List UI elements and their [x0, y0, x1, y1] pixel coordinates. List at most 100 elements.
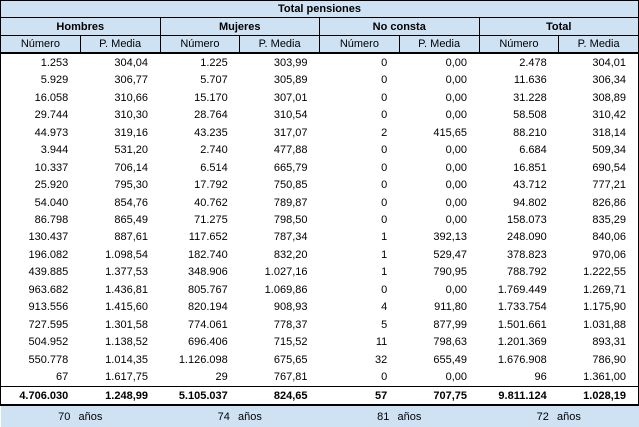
data-cell: 43.235: [160, 123, 240, 142]
data-cell: 392,13: [399, 228, 479, 247]
data-cell: 706,14: [80, 158, 160, 177]
data-cell: 854,76: [80, 193, 160, 212]
data-cell: 15.170: [160, 88, 240, 107]
footer-cell: 70 años: [0, 405, 160, 427]
data-cell: 5.707: [160, 71, 240, 89]
data-cell: 58.508: [479, 106, 559, 124]
data-cell: 1.014,35: [80, 350, 160, 369]
data-cell: 304,01: [558, 53, 639, 72]
data-cell: 31.228: [479, 88, 559, 107]
data-cell: 913.556: [0, 298, 81, 317]
data-cell: 865,49: [80, 211, 160, 229]
table-row: 130.437 887,61 117.652 787,34 1 392,13 248.090…: [0, 228, 639, 247]
data-cell: 1: [319, 246, 400, 264]
data-cell: 28.764: [160, 106, 240, 124]
table-row: 3.944 531,20 2.740 477,88 0 0,00 6.684 509,34: [0, 141, 639, 159]
data-cell: 439.885: [0, 263, 81, 282]
table-row: 504.952 1.138,52 696.406 715,52 11 798,63 1.20…: [0, 333, 639, 351]
data-cell: 0: [319, 158, 400, 177]
total-cell: 57: [319, 386, 400, 406]
data-cell: 0,00: [399, 281, 479, 299]
table-row: 44.973 319,16 43.235 317,07 2 415,65 88.210 318…: [0, 123, 639, 142]
data-cell: 531,20: [80, 141, 160, 159]
data-cell: 690,54: [558, 158, 639, 177]
data-cell: 1.126.098: [160, 350, 240, 369]
data-cell: 696.406: [160, 333, 240, 351]
data-cell: 29: [160, 368, 240, 387]
data-cell: 1.098,54: [80, 246, 160, 264]
data-cell: 1.225: [160, 53, 240, 72]
table-row: 10.337 706,14 6.514 665,79 0 0,00 16.851 690,54: [0, 158, 639, 177]
data-cell: 0,00: [399, 141, 479, 159]
data-cell: 1.415,60: [80, 298, 160, 317]
data-cell: 795,30: [80, 176, 160, 194]
table-row: 439.885 1.377,53 348.906 1.027,16 1 790,95 788…: [0, 263, 639, 282]
table-title: Total pensiones: [0, 0, 639, 18]
subheader-cell: P. Media: [398, 35, 480, 54]
data-cell: 378.823: [479, 246, 559, 264]
data-cell: 318,14: [558, 123, 639, 142]
total-cell: 5.105.037: [160, 386, 240, 406]
data-cell: 750,85: [239, 176, 320, 194]
data-cell: 715,52: [239, 333, 320, 351]
data-cell: 0: [319, 53, 400, 72]
data-cell: 117.652: [160, 228, 240, 247]
data-cell: 835,29: [558, 211, 639, 229]
title-row: Total pensiones: [0, 0, 639, 18]
data-cell: 787,34: [239, 228, 320, 247]
data-cell: 0: [319, 176, 400, 194]
group-header-cell: Mujeres: [159, 17, 320, 36]
footer-cell: 81 años: [319, 405, 479, 427]
data-cell: 29.744: [0, 106, 81, 124]
data-cell: 1.253: [0, 53, 81, 72]
table-footer: 4.706.030 1.248,99 5.105.037 824,65 57 707,75…: [0, 386, 639, 427]
data-cell: 43.712: [479, 176, 559, 194]
data-cell: 798,63: [399, 333, 479, 351]
data-cell: 529,47: [399, 246, 479, 264]
table-row: 86.798 865,49 71.275 798,50 0 0,00 158.073 835,…: [0, 211, 639, 229]
subheader-cell: P. Media: [79, 35, 161, 54]
data-cell: 67: [0, 368, 81, 387]
data-cell: 5: [319, 316, 400, 334]
data-cell: 1.175,90: [558, 298, 639, 317]
data-cell: 310,30: [80, 106, 160, 124]
data-cell: 1.222,55: [558, 263, 639, 282]
data-cell: 0,00: [399, 193, 479, 212]
footer-row: 70 años 74 años 81 años 72 años: [0, 405, 639, 427]
data-cell: 877,99: [399, 316, 479, 334]
data-cell: 840,06: [558, 228, 639, 247]
data-cell: 1.733.754: [479, 298, 559, 317]
data-cell: 1.269,71: [558, 281, 639, 299]
data-cell: 1.501.661: [479, 316, 559, 334]
data-cell: 727.595: [0, 316, 81, 334]
data-cell: 0: [319, 71, 400, 89]
data-cell: 477,88: [239, 141, 320, 159]
data-cell: 1.361,00: [558, 368, 639, 387]
data-cell: 88.210: [479, 123, 559, 142]
data-cell: 0: [319, 368, 400, 387]
table-row: 913.556 1.415,60 820.194 908,93 4 911,80 1.733…: [0, 298, 639, 317]
subheader-cell: P. Media: [558, 35, 639, 54]
data-cell: 1.676.908: [479, 350, 559, 369]
data-cell: 0,00: [399, 211, 479, 229]
group-header-cell: Hombres: [0, 17, 161, 36]
data-cell: 1: [319, 228, 400, 247]
group-header-row: Hombres Mujeres No consta Total: [0, 17, 639, 36]
subheader-cell: Número: [319, 35, 400, 54]
total-cell: 4.706.030: [0, 386, 81, 406]
data-cell: 893,31: [558, 333, 639, 351]
total-cell: 9.811.124: [479, 386, 559, 406]
data-cell: 40.762: [160, 193, 240, 212]
data-cell: 303,99: [239, 53, 320, 72]
data-cell: 805.767: [160, 281, 240, 299]
total-cell: 824,65: [239, 386, 320, 406]
data-cell: 790,95: [399, 263, 479, 282]
data-cell: 0: [319, 281, 400, 299]
data-cell: 6.514: [160, 158, 240, 177]
data-cell: 1.201.369: [479, 333, 559, 351]
table-body: 1.253 304,04 1.225 303,99 0 0,00 2.478 304,01 5.…: [0, 53, 639, 387]
data-cell: 304,04: [80, 53, 160, 72]
data-cell: 3.944: [0, 141, 81, 159]
data-cell: 317,07: [239, 123, 320, 142]
